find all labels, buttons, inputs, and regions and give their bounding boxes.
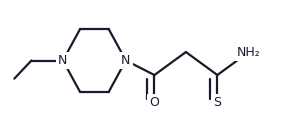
Text: S: S (213, 96, 221, 109)
Text: N: N (121, 54, 130, 67)
Text: N: N (58, 54, 67, 67)
Text: O: O (150, 96, 159, 109)
Text: NH₂: NH₂ (237, 45, 261, 59)
